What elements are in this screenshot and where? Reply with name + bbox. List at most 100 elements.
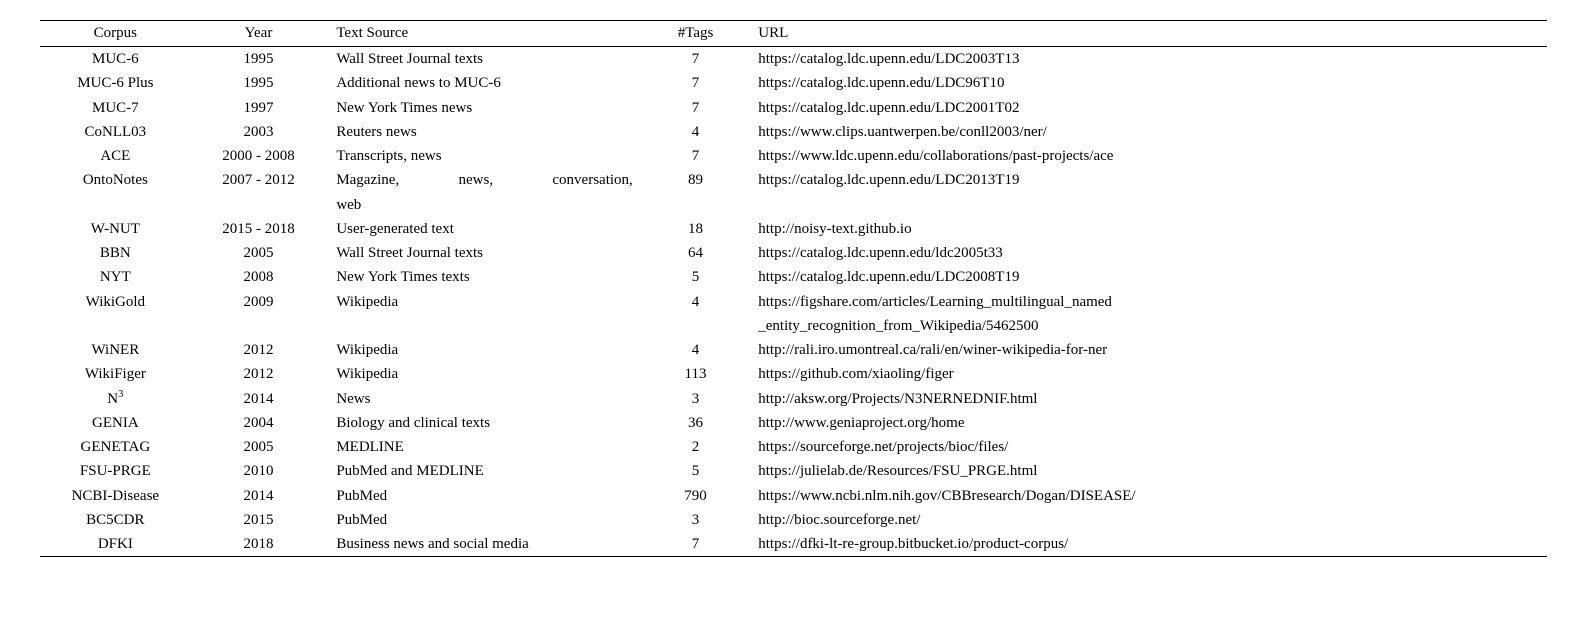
cell-corpus: DFKI bbox=[40, 532, 191, 557]
cell-year: 2009 bbox=[191, 290, 327, 314]
cell-source: web bbox=[326, 193, 642, 217]
cell-url: https://catalog.ldc.upenn.edu/ldc2005t33 bbox=[748, 241, 1547, 265]
cell-year bbox=[191, 193, 327, 217]
table-row: CoNLL032003Reuters news4https://www.clip… bbox=[40, 120, 1547, 144]
cell-url: https://github.com/xiaoling/figer bbox=[748, 362, 1547, 386]
col-header-tags: #Tags bbox=[643, 21, 748, 47]
table-row: NYT2008New York Times texts5https://cata… bbox=[40, 265, 1547, 289]
table-row: GENETAG2005MEDLINE2https://sourceforge.n… bbox=[40, 435, 1547, 459]
cell-year: 2018 bbox=[191, 532, 327, 557]
table-row: NCBI-Disease2014PubMed790https://www.ncb… bbox=[40, 484, 1547, 508]
cell-url: http://noisy-text.github.io bbox=[748, 217, 1547, 241]
cell-tags: 7 bbox=[643, 71, 748, 95]
cell-url: https://www.ncbi.nlm.nih.gov/CBBresearch… bbox=[748, 484, 1547, 508]
cell-source: User-generated text bbox=[326, 217, 642, 241]
cell-source: New York Times news bbox=[326, 96, 642, 120]
cell-url: https://catalog.ldc.upenn.edu/LDC2013T19 bbox=[748, 168, 1547, 192]
cell-year: 2010 bbox=[191, 459, 327, 483]
cell-source: Transcripts, news bbox=[326, 144, 642, 168]
table-row: MUC-61995Wall Street Journal texts7https… bbox=[40, 47, 1547, 72]
cell-url: https://sourceforge.net/projects/bioc/fi… bbox=[748, 435, 1547, 459]
cell-tags: 7 bbox=[643, 532, 748, 557]
cell-corpus: ACE bbox=[40, 144, 191, 168]
cell-tags: 4 bbox=[643, 338, 748, 362]
cell-tags: 5 bbox=[643, 265, 748, 289]
cell-corpus bbox=[40, 314, 191, 338]
cell-corpus bbox=[40, 193, 191, 217]
table-body: MUC-61995Wall Street Journal texts7https… bbox=[40, 47, 1547, 557]
cell-tags bbox=[643, 314, 748, 338]
cell-tags: 18 bbox=[643, 217, 748, 241]
cell-tags: 36 bbox=[643, 411, 748, 435]
table-row: DFKI2018Business news and social media7h… bbox=[40, 532, 1547, 557]
cell-url: https://catalog.ldc.upenn.edu/LDC2003T13 bbox=[748, 47, 1547, 72]
table-row: OntoNotes2007 - 2012Magazine, news, conv… bbox=[40, 168, 1547, 192]
col-header-url: URL bbox=[748, 21, 1547, 47]
cell-year: 2015 - 2018 bbox=[191, 217, 327, 241]
cell-url: https://www.clips.uantwerpen.be/conll200… bbox=[748, 120, 1547, 144]
table-row: FSU-PRGE2010PubMed and MEDLINE5https://j… bbox=[40, 459, 1547, 483]
cell-year: 2007 - 2012 bbox=[191, 168, 327, 192]
cell-tags: 2 bbox=[643, 435, 748, 459]
col-header-year: Year bbox=[191, 21, 327, 47]
cell-url: _entity_recognition_from_Wikipedia/54625… bbox=[748, 314, 1547, 338]
cell-tags bbox=[643, 193, 748, 217]
cell-corpus: MUC-6 Plus bbox=[40, 71, 191, 95]
table-row-continuation: web bbox=[40, 193, 1547, 217]
cell-corpus: NCBI-Disease bbox=[40, 484, 191, 508]
cell-source: Wikipedia bbox=[326, 290, 642, 314]
table-row: GENIA2004Biology and clinical texts36htt… bbox=[40, 411, 1547, 435]
table-row: W-NUT2015 - 2018User-generated text18htt… bbox=[40, 217, 1547, 241]
cell-url: https://julielab.de/Resources/FSU_PRGE.h… bbox=[748, 459, 1547, 483]
cell-tags: 113 bbox=[643, 362, 748, 386]
table-row-continuation: _entity_recognition_from_Wikipedia/54625… bbox=[40, 314, 1547, 338]
cell-year: 2012 bbox=[191, 338, 327, 362]
cell-corpus: MUC-6 bbox=[40, 47, 191, 72]
cell-url: https://figshare.com/articles/Learning_m… bbox=[748, 290, 1547, 314]
cell-corpus: W-NUT bbox=[40, 217, 191, 241]
cell-corpus: WiNER bbox=[40, 338, 191, 362]
cell-url: http://rali.iro.umontreal.ca/rali/en/win… bbox=[748, 338, 1547, 362]
cell-year: 2015 bbox=[191, 508, 327, 532]
cell-source: PubMed and MEDLINE bbox=[326, 459, 642, 483]
cell-corpus: MUC-7 bbox=[40, 96, 191, 120]
cell-tags: 89 bbox=[643, 168, 748, 192]
cell-corpus: N3 bbox=[40, 387, 191, 411]
cell-year: 2012 bbox=[191, 362, 327, 386]
cell-year: 2008 bbox=[191, 265, 327, 289]
cell-year: 2014 bbox=[191, 484, 327, 508]
cell-year: 2014 bbox=[191, 387, 327, 411]
table-row: WikiGold2009Wikipedia4https://figshare.c… bbox=[40, 290, 1547, 314]
cell-year: 1995 bbox=[191, 71, 327, 95]
cell-source: Biology and clinical texts bbox=[326, 411, 642, 435]
cell-corpus: BC5CDR bbox=[40, 508, 191, 532]
cell-source: PubMed bbox=[326, 484, 642, 508]
cell-corpus: OntoNotes bbox=[40, 168, 191, 192]
cell-tags: 64 bbox=[643, 241, 748, 265]
cell-source: New York Times texts bbox=[326, 265, 642, 289]
col-header-corpus: Corpus bbox=[40, 21, 191, 47]
cell-url: https://catalog.ldc.upenn.edu/LDC96T10 bbox=[748, 71, 1547, 95]
cell-year: 2005 bbox=[191, 241, 327, 265]
table-row: MUC-6 Plus1995Additional news to MUC-67h… bbox=[40, 71, 1547, 95]
cell-tags: 4 bbox=[643, 290, 748, 314]
cell-url: https://catalog.ldc.upenn.edu/LDC2001T02 bbox=[748, 96, 1547, 120]
cell-source: MEDLINE bbox=[326, 435, 642, 459]
table-row: N32014News3http://aksw.org/Projects/N3NE… bbox=[40, 387, 1547, 411]
cell-source: Wall Street Journal texts bbox=[326, 47, 642, 72]
cell-corpus: WikiGold bbox=[40, 290, 191, 314]
cell-tags: 7 bbox=[643, 144, 748, 168]
table-row: BBN2005Wall Street Journal texts64https:… bbox=[40, 241, 1547, 265]
table-row: WikiFiger2012Wikipedia113https://github.… bbox=[40, 362, 1547, 386]
cell-tags: 790 bbox=[643, 484, 748, 508]
cell-corpus: FSU-PRGE bbox=[40, 459, 191, 483]
cell-year: 2003 bbox=[191, 120, 327, 144]
table-row: WiNER2012Wikipedia4http://rali.iro.umont… bbox=[40, 338, 1547, 362]
cell-corpus: CoNLL03 bbox=[40, 120, 191, 144]
cell-corpus: GENIA bbox=[40, 411, 191, 435]
cell-tags: 7 bbox=[643, 47, 748, 72]
cell-source: Magazine, news, conversation, bbox=[326, 168, 642, 192]
cell-year: 2004 bbox=[191, 411, 327, 435]
cell-corpus: GENETAG bbox=[40, 435, 191, 459]
table-row: BC5CDR2015PubMed3http://bioc.sourceforge… bbox=[40, 508, 1547, 532]
